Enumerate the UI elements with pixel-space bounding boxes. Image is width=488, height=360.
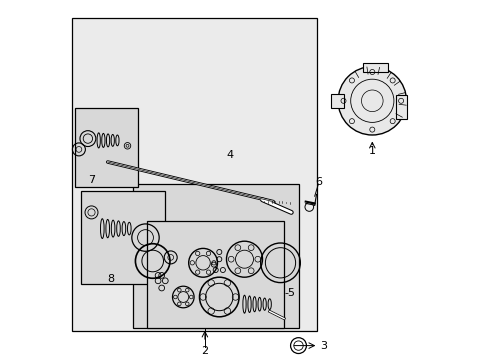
- Text: 6: 6: [314, 177, 321, 187]
- Bar: [147, 221, 284, 328]
- Text: 8: 8: [107, 274, 115, 284]
- Text: 1: 1: [368, 146, 375, 156]
- Bar: [133, 184, 298, 328]
- Bar: [75, 108, 138, 187]
- Bar: [81, 191, 165, 284]
- Text: 7: 7: [88, 175, 95, 185]
- Bar: [330, 94, 343, 108]
- Text: -5: -5: [284, 288, 294, 298]
- Bar: [395, 95, 406, 119]
- Text: 4: 4: [226, 150, 233, 160]
- Bar: [72, 18, 316, 331]
- Bar: [363, 63, 387, 72]
- Text: 3: 3: [320, 341, 326, 351]
- Circle shape: [337, 67, 406, 135]
- Text: 2: 2: [201, 346, 208, 356]
